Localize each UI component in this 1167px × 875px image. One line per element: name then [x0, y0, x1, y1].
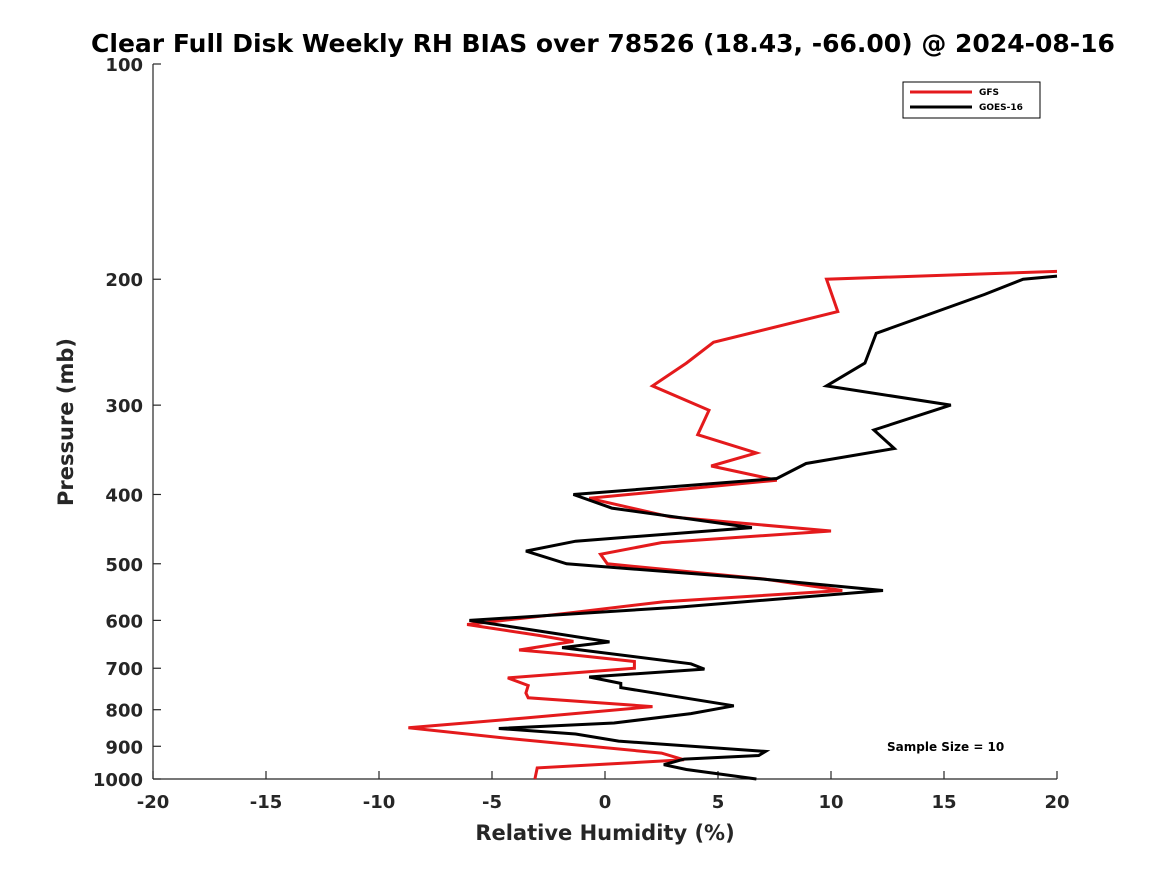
x-axis-label: Relative Humidity (%): [475, 821, 734, 845]
y-tick-label: 500: [105, 555, 143, 576]
legend-box: [902, 81, 1041, 119]
legend: GFS GOES-16: [902, 81, 1041, 119]
y-tick-label: 300: [105, 396, 143, 417]
sample-size-annotation: Sample Size = 10: [887, 740, 1004, 754]
y-tick-label: 800: [105, 701, 143, 722]
y-ticks: 100 200 300 400 500 600 700 800 900 1000: [93, 55, 161, 791]
legend-label: GOES-16: [979, 103, 1023, 113]
y-tick-label: 700: [105, 659, 143, 680]
y-tick-label: 1000: [93, 770, 143, 791]
x-tick-label: 5: [712, 792, 725, 813]
x-tick-label: -10: [363, 792, 396, 813]
x-tick-label: -15: [250, 792, 283, 813]
x-tick-label: 15: [931, 792, 956, 813]
x-tick-label: 10: [818, 792, 843, 813]
series-lines: [408, 269, 1058, 781]
y-tick-label: 600: [105, 611, 143, 632]
series-line-gfs: [408, 269, 1058, 780]
y-tick-label: 900: [105, 737, 143, 758]
y-tick-label: 200: [105, 270, 143, 291]
y-tick-label: 400: [105, 485, 143, 506]
legend-label: GFS: [979, 88, 999, 98]
x-tick-label: -20: [137, 792, 170, 813]
x-tick-label: -5: [482, 792, 502, 813]
y-tick-label: 100: [105, 55, 143, 76]
x-ticks: -20 -15 -10 -5 0 5 10 15 20: [137, 771, 1070, 813]
x-tick-label: 20: [1044, 792, 1069, 813]
y-axis-label: Pressure (mb): [54, 338, 78, 506]
x-tick-label: 0: [599, 792, 612, 813]
chart-title: Clear Full Disk Weekly RH BIAS over 7852…: [91, 29, 1115, 58]
series-line-goes-16: [469, 274, 1058, 781]
